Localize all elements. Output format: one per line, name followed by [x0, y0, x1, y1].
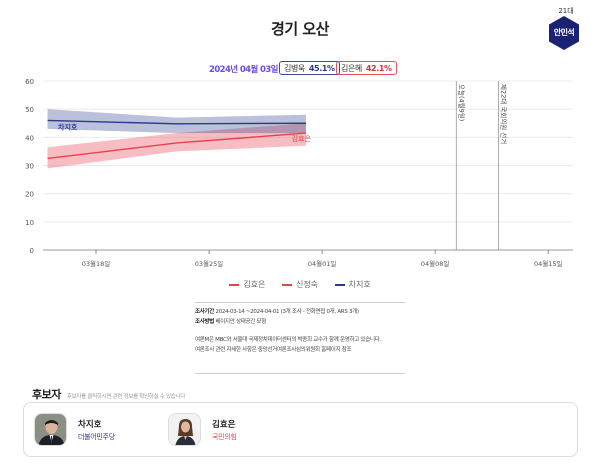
period-value: 2024-03-14 ~2024-04-01 (3개 조사 - 전화면접 0개,… [215, 309, 360, 315]
legend-swatch-icon [229, 283, 240, 286]
x-tick-label: 04월01일 [308, 259, 337, 268]
annotation-label: 제22대 국회의원 선거 [499, 84, 508, 144]
legend-swatch-icon [334, 283, 345, 286]
legend-label: 김효은 [243, 280, 266, 289]
candidate-photo [34, 413, 67, 446]
y-tick-label: 20 [25, 191, 34, 199]
method-label: 조사방법 [195, 319, 215, 325]
badge-name: 김은혜 [341, 64, 362, 73]
series-label: 김효은 [292, 135, 312, 143]
poll-date: 2024년 04월 03일 [209, 65, 279, 75]
candidates-list: 차지호 더불어민주당 김효은 국민의힘 [23, 402, 578, 457]
survey-period: 조사기간 2024-03-14 ~2024-04-01 (3개 조사 - 전화면… [195, 307, 405, 317]
y-tick-label: 0 [30, 247, 34, 255]
session-label: 21대 [558, 7, 574, 15]
legend-item[interactable]: 차지호 [334, 279, 371, 290]
poll-chart: 0 10 20 30 40 50 60 03월18일 03월25일 04월01일 04월08일 04월… [0, 74, 600, 274]
hexagon-icon [549, 16, 579, 50]
x-tick-label: 04월08일 [421, 259, 450, 268]
y-tick-label: 50 [25, 106, 34, 114]
candidates-title: 후보자 [32, 388, 61, 401]
y-tick-label: 30 [25, 163, 34, 171]
candidate-card[interactable]: 김효은 국민의힘 [168, 413, 278, 447]
person-photo-icon [35, 414, 66, 445]
reference-note: 여론조사 관련 자세한 사항은 중앙선거여론조사심의위원회 홈페이지 참조 [195, 347, 352, 353]
survey-method: 조사방법 베이지안 상태공간 모형 [195, 317, 405, 327]
badge-name: 김병욱 [284, 64, 305, 73]
survey-notes: 조사기간 2024-03-14 ~2024-04-01 (3개 조사 - 전화면… [195, 302, 405, 355]
x-tick-label: 03월18일 [82, 259, 111, 268]
divider [195, 373, 405, 374]
candidate-party: 국민의힘 [212, 433, 237, 441]
candidate-name: 차지호 [78, 420, 102, 430]
y-tick-label: 10 [25, 219, 34, 227]
legend-swatch-icon [281, 283, 292, 286]
method-value: 베이지안 상태공간 모형 [215, 319, 267, 325]
legend-label: 차지호 [348, 280, 371, 289]
badge-percent: 45.1% [308, 64, 335, 73]
candidate-card[interactable]: 차지호 더불어민주당 [34, 413, 144, 447]
legend-item[interactable]: 김효은 [229, 279, 265, 290]
period-label: 조사기간 [195, 309, 215, 315]
candidate-percent-badge: 김병욱 45.1% [279, 61, 340, 75]
page-title: 경기 오산 [271, 20, 329, 38]
x-tick-label: 03월25일 [195, 259, 224, 268]
badge-percent: 42.1% [365, 64, 392, 73]
candidate-name: 김효은 [212, 420, 236, 430]
y-tick-label: 40 [25, 134, 34, 142]
incumbent-name: 안민석 [553, 28, 575, 37]
operator-note: 여론M은 MBC와 서울대 국제정치데이터센터의 박종희 교수가 함께 운영하고… [195, 337, 381, 343]
candidates-header: 후보자 후보자를 클릭하시면 관련 정보를 확인하실 수 있습니다 [32, 383, 185, 402]
candidates-subtitle: 후보자를 클릭하시면 관련 정보를 확인하실 수 있습니다 [66, 394, 186, 400]
annotation-label: 오늘(4월9일) [457, 84, 466, 121]
x-tick-label: 04월15일 [534, 259, 563, 268]
series-label: 차지호 [58, 122, 78, 131]
incumbent-badge: 안민석 [549, 16, 579, 50]
chart-legend: 김효은 신정숙 차지호 [0, 279, 600, 290]
line-chart: 0 10 20 30 40 50 60 03월18일 03월25일 04월01일 04월08일 04월… [25, 78, 573, 268]
candidate-party: 더불어민주당 [78, 433, 115, 441]
legend-item[interactable]: 신정숙 [281, 279, 319, 290]
summary-row: 2024년 04월 03일 김병욱 45.1% 김은혜 42.1% [0, 61, 600, 77]
y-tick-label: 60 [25, 78, 34, 86]
legend-label: 신정숙 [295, 280, 319, 289]
person-photo-icon [169, 414, 200, 445]
candidate-photo [168, 413, 201, 446]
candidate-percent-badge: 김은혜 42.1% [336, 61, 397, 75]
